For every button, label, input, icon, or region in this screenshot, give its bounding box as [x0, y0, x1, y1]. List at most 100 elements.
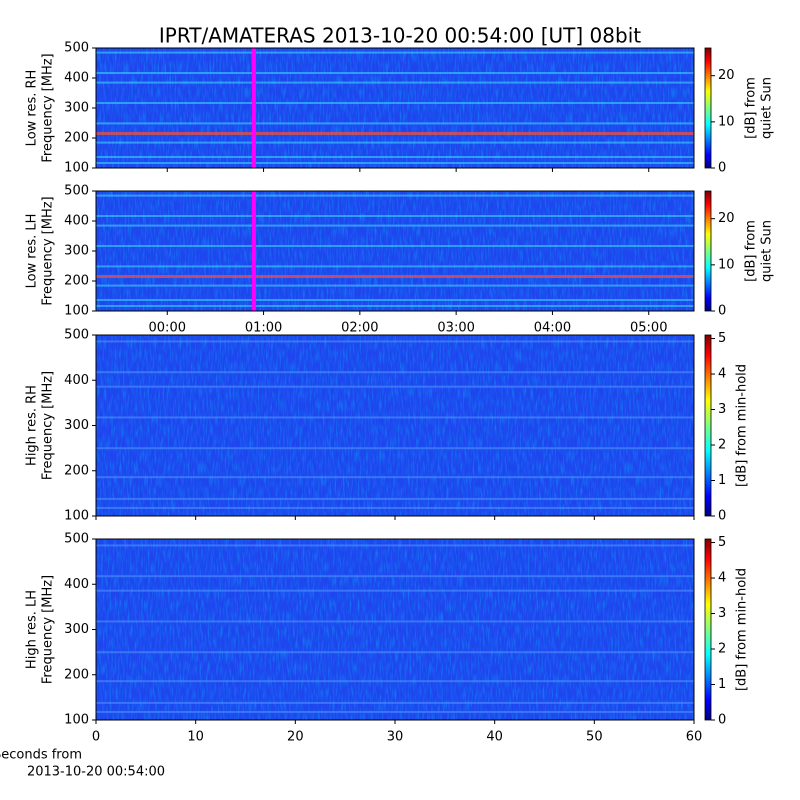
y-tick-label: 100: [64, 304, 89, 319]
spectrogram-band: [96, 447, 694, 450]
spectrogram-noise: [96, 48, 694, 168]
y-tick-label: 200: [64, 274, 89, 289]
colorbar-label: [dB] from min-hold: [735, 568, 750, 691]
y-tick-label: 400: [64, 214, 89, 229]
x-tick-label: 30: [387, 730, 404, 745]
spectrogram-band: [96, 224, 694, 227]
spectrogram-band: [96, 51, 694, 54]
spectrogram-band: [96, 275, 694, 278]
y-tick-label: 400: [64, 373, 89, 388]
y-axis-label: High res. LH: [25, 590, 40, 669]
x-tick-label: 0: [92, 730, 100, 745]
y-tick-label: 200: [64, 463, 89, 478]
spectrogram-band: [96, 589, 694, 592]
x-tick-label: 20: [287, 730, 304, 745]
y-axis-label: Frequency [MHz]: [41, 371, 56, 480]
x-tick-label: 00:00: [149, 321, 186, 336]
colorbar-tick-label: 1: [718, 473, 726, 488]
spectrogram-band: [96, 156, 694, 158]
spectrogram-noise: [96, 335, 694, 516]
y-tick-label: 500: [64, 184, 89, 199]
spectrogram-band: [96, 340, 694, 343]
spectrogram-band: [96, 575, 694, 578]
spectrogram-band: [96, 305, 694, 307]
y-tick-label: 200: [64, 131, 89, 146]
y-axis-label: Frequency [MHz]: [41, 196, 56, 305]
y-axis-label: Frequency [MHz]: [41, 53, 56, 162]
spectrogram-band: [96, 245, 694, 247]
x-tick-label: 03:00: [437, 321, 474, 336]
spectrogram-noise: [96, 539, 694, 720]
spectrogram-band: [96, 265, 694, 268]
colorbar-tick-label: 3: [718, 402, 726, 417]
colorbar-tick-label: 0: [718, 509, 726, 524]
spectrogram-band: [96, 162, 694, 164]
colorbar-tick-label: 5: [718, 535, 726, 550]
y-axis-label: Low res. LH: [25, 214, 40, 289]
y-tick-label: 100: [64, 161, 89, 176]
spectrogram-band: [96, 497, 694, 500]
spectrogram-band: [96, 476, 694, 479]
spectrogram-noise: [96, 191, 694, 311]
spectrogram-band: [96, 102, 694, 104]
spectrogram-band: [96, 506, 694, 509]
colorbar-tick-label: 20: [718, 211, 735, 226]
spectrogram-band: [96, 141, 694, 144]
y-tick-label: 200: [64, 667, 89, 682]
spectrogram-band: [96, 194, 694, 197]
colorbar-tick-label: 0: [718, 161, 726, 176]
colorbar-label: quiet Sun: [760, 77, 775, 139]
x-tick-label: 04:00: [534, 321, 571, 336]
spectrogram-band: [96, 371, 694, 374]
colorbar-tick-label: 0: [718, 713, 726, 728]
spectrogram-band: [96, 72, 694, 74]
spectrogram-band: [96, 710, 694, 713]
spectrogram-band: [96, 544, 694, 547]
y-tick-label: 500: [64, 41, 89, 56]
colorbar: [704, 190, 712, 312]
y-axis-label: Low res. RH: [25, 70, 40, 147]
spectrogram-band: [96, 385, 694, 388]
colorbar-tick-label: 4: [718, 571, 726, 586]
colorbar-tick-label: 3: [718, 606, 726, 621]
y-tick-label: 300: [64, 244, 89, 259]
y-tick-label: 300: [64, 418, 89, 433]
y-tick-label: 300: [64, 101, 89, 116]
y-axis-label: Frequency [MHz]: [41, 575, 56, 684]
y-tick-label: 500: [64, 328, 89, 343]
y-tick-label: 400: [64, 577, 89, 592]
colorbar: [704, 538, 712, 721]
spectrogram-band: [96, 620, 694, 623]
y-tick-label: 100: [64, 713, 89, 728]
spectrogram-band: [96, 680, 694, 683]
spectrogram-band: [96, 701, 694, 704]
spectrogram-band: [96, 132, 694, 135]
colorbar-label: [dB] from min-hold: [735, 364, 750, 487]
colorbar-label: quiet Sun: [760, 220, 775, 282]
colorbar-tick-label: 20: [718, 68, 735, 83]
x-axis-label: Seconds from: [0, 748, 82, 763]
x-tick-label: 10: [187, 730, 204, 745]
spectrogram-band: [96, 284, 694, 287]
colorbar-tick-label: 2: [718, 642, 726, 657]
x-tick-label: 60: [686, 730, 703, 745]
y-tick-label: 400: [64, 71, 89, 86]
x-tick-label: 50: [586, 730, 603, 745]
colorbar-tick-label: 10: [718, 114, 735, 129]
y-tick-label: 300: [64, 622, 89, 637]
colorbar-label: [dB] from: [744, 220, 759, 282]
colorbar-tick-label: 1: [718, 677, 726, 692]
spectrogram-band: [96, 215, 694, 217]
colorbar-tick-label: 5: [718, 331, 726, 346]
spectrogram-band: [96, 81, 694, 84]
x-tick-label: 40: [486, 730, 503, 745]
x-tick-label: 05:00: [630, 321, 667, 336]
colorbar: [704, 334, 712, 517]
colorbar-label: [dB] from: [744, 77, 759, 139]
spectrogram-band: [96, 651, 694, 654]
x-tick-label: 02:00: [341, 321, 378, 336]
colorbar-tick-label: 4: [718, 367, 726, 382]
y-axis-label: High res. RH: [25, 385, 40, 466]
colorbar-tick-label: 2: [718, 438, 726, 453]
